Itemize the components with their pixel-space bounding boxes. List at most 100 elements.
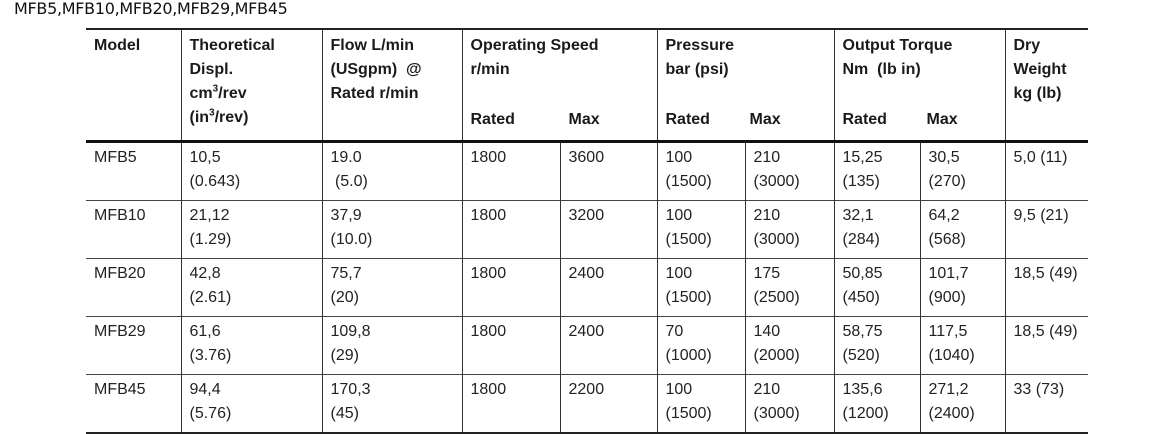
value: 37,9 xyxy=(330,207,362,224)
table-row: MFB10 21,12 (1.29) 37,9 (10.0) 1800 3200 1… xyxy=(86,200,1088,259)
header-line: cm xyxy=(189,85,213,102)
cell-flow: 75,7 (20) xyxy=(321,258,462,317)
header-line: Theoretical xyxy=(189,37,275,54)
value: (1.29) xyxy=(189,231,232,248)
header-row: Model Theoretical Displ. cm3/rev (in3/re… xyxy=(86,28,1088,142)
value: (270) xyxy=(928,173,966,190)
spec-table: Model Theoretical Displ. cm3/rev (in3/re… xyxy=(86,28,1088,434)
cell-pressure-max: 210 (3000) xyxy=(744,140,834,201)
cell-torque-max: 101,7 (900) xyxy=(919,258,1005,317)
value: 42,8 xyxy=(189,265,221,282)
value: (1200) xyxy=(842,405,889,422)
cell-torque-max: 64,2 (568) xyxy=(919,200,1005,259)
value: (1500) xyxy=(665,405,712,422)
table-row: MFB29 61,6 (3.76) 109,8 (29) 1800 2400 70 (… xyxy=(86,316,1088,375)
value: 70 xyxy=(665,323,684,340)
header-displacement: Theoretical Displ. cm3/rev (in3/rev) xyxy=(180,28,322,142)
subheader-max: Max xyxy=(568,111,600,128)
cell-displacement: 10,5 (0.643) xyxy=(180,140,322,201)
cell-pressure-rated: 100 (1500) xyxy=(656,140,745,201)
header-line: kg (lb) xyxy=(1013,85,1062,102)
header-pressure: Pressure bar (psi) Rated Max xyxy=(656,28,834,142)
header-line: Flow L/min xyxy=(330,37,415,54)
value: (45) xyxy=(330,405,359,422)
cell-torque-rated: 135,6 (1200) xyxy=(833,374,920,434)
cell-speed-rated: 1800 xyxy=(461,258,560,317)
header-line: /rev xyxy=(218,85,247,102)
value: (1500) xyxy=(665,289,712,306)
value: (900) xyxy=(928,289,966,306)
header-line: Nm (lb in) xyxy=(842,61,921,78)
cell-model: MFB29 xyxy=(86,316,181,375)
cell-weight: 33 (73) xyxy=(1004,374,1088,434)
cell-pressure-max: 210 (3000) xyxy=(744,374,834,434)
value: (2400) xyxy=(928,405,975,422)
cell-speed-max: 2400 xyxy=(559,316,657,375)
value: (450) xyxy=(842,289,880,306)
value: 75,7 xyxy=(330,265,362,282)
cell-speed-max: 2200 xyxy=(559,374,657,434)
header-line: (in xyxy=(189,109,210,126)
value: 135,6 xyxy=(842,381,883,398)
value: 10,5 xyxy=(189,149,221,166)
value: 210 xyxy=(753,149,781,166)
cell-flow: 19.0 (5.0) xyxy=(321,140,462,201)
subheader-max: Max xyxy=(926,111,958,128)
cell-model: MFB20 xyxy=(86,258,181,317)
header-line: Dry Weight xyxy=(1013,37,1067,78)
value: 100 xyxy=(665,265,693,282)
superscript: 3 xyxy=(209,107,215,119)
cell-torque-max: 117,5 (1040) xyxy=(919,316,1005,375)
cell-displacement: 61,6 (3.76) xyxy=(180,316,322,375)
cell-speed-max: 2400 xyxy=(559,258,657,317)
cell-weight: 9,5 (21) xyxy=(1004,200,1088,259)
value: (284) xyxy=(842,231,880,248)
value: (2000) xyxy=(753,347,800,364)
header-torque: Output Torque Nm (lb in) Rated Max xyxy=(833,28,1005,142)
value: 32,1 xyxy=(842,207,874,224)
cell-torque-rated: 50,85 (450) xyxy=(833,258,920,317)
cell-weight: 5,0 (11) xyxy=(1004,140,1088,201)
value: 271,2 xyxy=(928,381,969,398)
value: (3000) xyxy=(753,231,800,248)
cell-displacement: 42,8 (2.61) xyxy=(180,258,322,317)
table-row: MFB45 94,4 (5.76) 170,3 (45) 1800 2200 100… xyxy=(86,374,1088,434)
header-model: Model xyxy=(86,28,181,142)
value: 210 xyxy=(753,207,781,224)
value: (568) xyxy=(928,231,966,248)
value: 140 xyxy=(753,323,781,340)
value: (520) xyxy=(842,347,880,364)
value: (1000) xyxy=(665,347,712,364)
value: 50,85 xyxy=(842,265,883,282)
value: 15,25 xyxy=(842,149,883,166)
value: 100 xyxy=(665,381,693,398)
cell-pressure-rated: 100 (1500) xyxy=(656,374,745,434)
subheader-rated: Rated xyxy=(470,111,515,128)
value: (5.76) xyxy=(189,405,232,422)
value: (0.643) xyxy=(189,173,241,190)
table-row: MFB5 10,5 (0.643) 19.0 (5.0) 1800 3600 10… xyxy=(86,140,1088,201)
value: (3000) xyxy=(753,405,800,422)
cell-pressure-rated: 70 (1000) xyxy=(656,316,745,375)
value: 19.0 xyxy=(330,149,362,166)
header-line: r/min xyxy=(470,61,510,78)
value: 21,12 xyxy=(189,207,230,224)
cell-speed-rated: 1800 xyxy=(461,200,560,259)
header-line: Displ. xyxy=(189,61,234,78)
header-weight: Dry Weight kg (lb) xyxy=(1004,28,1088,142)
table-row: MFB20 42,8 (2.61) 75,7 (20) 1800 2400 100 (… xyxy=(86,258,1088,317)
cell-displacement: 94,4 (5.76) xyxy=(180,374,322,434)
cell-speed-rated: 1800 xyxy=(461,140,560,201)
value: 30,5 xyxy=(928,149,960,166)
value: 61,6 xyxy=(189,323,221,340)
value: (1040) xyxy=(928,347,975,364)
value: 101,7 xyxy=(928,265,969,282)
cell-weight: 18,5 (49) xyxy=(1004,258,1088,317)
cell-speed-rated: 1800 xyxy=(461,374,560,434)
cell-pressure-rated: 100 (1500) xyxy=(656,200,745,259)
cell-displacement: 21,12 (1.29) xyxy=(180,200,322,259)
value: (5.0) xyxy=(330,173,368,190)
value: (29) xyxy=(330,347,359,364)
value: 175 xyxy=(753,265,781,282)
value: 94,4 xyxy=(189,381,221,398)
